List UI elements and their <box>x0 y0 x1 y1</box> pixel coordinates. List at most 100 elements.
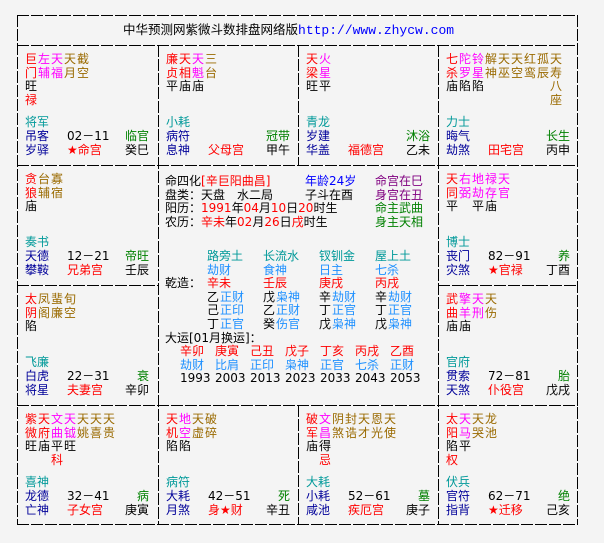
dayun-ganzhi: 庚寅 <box>215 344 240 359</box>
palace-cell-8[interactable]: 紫微旺天府庙文曲平科天钺旺天姚 天喜 天贵 喜神 龙德 亡神 32－41 病子女宫 庚寅 <box>17 405 157 525</box>
star-brightness: 旺 <box>306 79 319 93</box>
star-brightness: 庙 <box>179 79 192 93</box>
star-name: 天官 <box>498 172 511 200</box>
hidden-god: 正印 <box>220 303 245 318</box>
star-name: 巨门 <box>25 52 38 80</box>
hidden-stem: 己 <box>207 303 220 318</box>
pillar-nayin: 钗钏金 <box>319 249 356 263</box>
changsheng-label: 临官 <box>124 129 149 143</box>
palace-name: ★命宫 <box>67 142 102 157</box>
star-brightness: 庙 <box>446 79 459 93</box>
suiqian-star: 大耗 <box>166 489 191 503</box>
suiqian-star: 小耗 <box>306 489 331 503</box>
star-brightness: 平 <box>472 199 485 213</box>
suiqian-star: 丧门 <box>446 249 471 263</box>
boshi-star: 病符 <box>166 475 191 489</box>
palace-cell-7[interactable]: 武曲庙擎羊庙天刑 天伤 官府 贯索 天煞 72－81 胎仆役宫 戊戌 <box>438 285 578 405</box>
star-name: 天伤 <box>485 292 498 320</box>
dayun-year: 2003 <box>215 371 246 386</box>
dayun-god: 枭神 <box>285 357 310 372</box>
star-name: 廉贞 <box>166 52 179 80</box>
palace-cell-4[interactable]: 贪狼庙台辅 寡宿 奏书 天德 攀鞍 12－21 帝旺 兄弟宫 壬辰 <box>17 165 157 285</box>
dayun-god: 劫财 <box>180 357 205 372</box>
star-name: 天魁 <box>192 52 205 80</box>
palace-cell-10[interactable]: 破军庙文昌得忌阴煞 封诰 天才 恩光 天使 大耗 小耗 咸池 52－61 墓疾厄宫 庚子 <box>298 405 438 525</box>
palace-ganzhi: 丁酉 <box>545 262 570 277</box>
info-text: 04 <box>243 201 259 215</box>
qianzao-label: 乾造： <box>165 276 202 291</box>
star-name: 天刑 <box>472 292 485 320</box>
info-text: 日 <box>279 214 292 229</box>
palace-cell-2[interactable]: 天梁旺火星平青龙 岁建 华盖 沐浴 福德宫 乙未 <box>298 45 438 165</box>
age-range: 72－81 <box>488 369 531 383</box>
palace-cell-1[interactable]: 廉贞平天相庙天魁庙三台 小耗 病符 息神 冠带 父母宫 甲午 <box>158 45 298 165</box>
palace-ganzhi: 己亥 <box>545 502 570 517</box>
star-brightness: 旺 <box>25 439 38 453</box>
info-text: 26 <box>264 214 280 229</box>
star-brightness: 平 <box>51 439 64 453</box>
age-range: 42－51 <box>208 489 251 503</box>
star-sihua: 科 <box>51 452 64 467</box>
star-name: 七杀 <box>446 52 459 80</box>
star-name: 天府 <box>38 412 51 440</box>
palace-cell-3[interactable]: 七杀庙陀罗陷铃星陷解神 天巫 天空 红鸾 孤辰 天寿 八座 力士 晦气 劫煞 长生 田宅宫 丙申 <box>438 45 578 165</box>
jiangqian-star: 亡神 <box>25 502 50 517</box>
palace-cell-11[interactable]: 太阳陷权天马平天哭 龙池 伏兵 官符 指背 62－71 绝 ★迁移 己亥 <box>438 405 578 525</box>
page-title: 中华预测网紫微斗数排盘网络版http://www.zhycw.com <box>123 23 454 38</box>
star-name: 天机 <box>166 412 179 440</box>
hidden-stem: 戊 <box>375 317 388 331</box>
site-url-link[interactable]: http://www.zhycw.com <box>298 23 455 38</box>
hidden-god: 伤官 <box>276 317 301 331</box>
star-name: 太阳 <box>446 412 459 440</box>
palace-name: 疾厄宫 <box>348 502 385 517</box>
star-brightness: 陷 <box>472 79 485 93</box>
info-text: 命四化 <box>165 174 202 188</box>
palace-cell-6[interactable]: 太阴陷凤阁 蜚廉 旬空 飞廉 白虎 将星 22－31 衰夫妻宫 辛卯 <box>17 285 157 405</box>
star-name: 天姚 <box>77 412 90 440</box>
hidden-stem: 丁 <box>319 303 332 318</box>
hidden-god: 劫财 <box>388 289 413 304</box>
pillar-ganzhi: 壬辰 <box>263 276 288 291</box>
info-text: 戌 <box>291 214 304 229</box>
star-name: 截空 <box>77 52 90 80</box>
star-name: 天梁 <box>306 52 319 80</box>
info-text: 月 <box>252 214 265 229</box>
suiqian-star: 天德 <box>25 249 50 263</box>
palace-cell-9[interactable]: 天机陷地空陷天虚 破碎 病符 大耗 月煞 42－51 死身★财 辛丑 <box>158 405 298 525</box>
info-right: 身主天相 <box>375 214 424 229</box>
info-line-0: 命四化[辛巨阳曲昌] <box>165 174 270 189</box>
star-name: 八座 <box>550 79 563 107</box>
star-name: 左辅 <box>38 52 51 80</box>
star-brightness: 平 <box>166 79 179 93</box>
palace-cell-5[interactable]: 天同平右弼 地劫平禄存庙天官 博士 丧门 灾煞 82－91 养 ★官禄 丁酉 <box>438 165 578 285</box>
star-name: 地劫 <box>472 172 485 200</box>
boshi-star: 飞廉 <box>25 355 50 369</box>
dayun-ganzhi: 乙酉 <box>390 344 415 359</box>
star-name: 火星 <box>319 52 332 80</box>
boshi-star: 大耗 <box>306 475 331 489</box>
hidden-god: 正官 <box>388 303 413 318</box>
boshi-star: 青龙 <box>306 115 331 129</box>
boshi-star: 官府 <box>446 355 471 369</box>
star-name: 天相 <box>179 52 192 80</box>
hidden-stem: 戊 <box>263 289 276 304</box>
jiangqian-star: 攀鞍 <box>25 262 50 277</box>
palace-name: 福德宫 <box>348 142 385 157</box>
age-range: 52－61 <box>348 489 391 503</box>
jiangqian-star: 咸池 <box>306 502 331 517</box>
star-sihua: 忌 <box>319 452 332 467</box>
star-name: 蜚廉 <box>51 292 64 320</box>
divider <box>577 15 578 525</box>
star-name: 天巫 <box>498 52 511 80</box>
star-name: 天空 <box>511 52 524 80</box>
dayun-year: 2023 <box>285 371 316 386</box>
star-name: 地空 <box>179 412 192 440</box>
pillar-god: 劫财 <box>207 262 232 277</box>
dayun-god: 正印 <box>250 357 275 372</box>
star-name: 武曲 <box>446 292 459 320</box>
star-name: 天哭 <box>472 412 485 440</box>
palace-cell-0[interactable]: 巨门旺禄左辅 天福 天月 截空 将军 吊客 岁驿 02－11 临官 ★命宫 癸巳 <box>17 45 157 165</box>
star-name: 铃星 <box>472 52 485 80</box>
boshi-star: 力士 <box>446 115 471 129</box>
changsheng-label: 墓 <box>417 489 430 503</box>
